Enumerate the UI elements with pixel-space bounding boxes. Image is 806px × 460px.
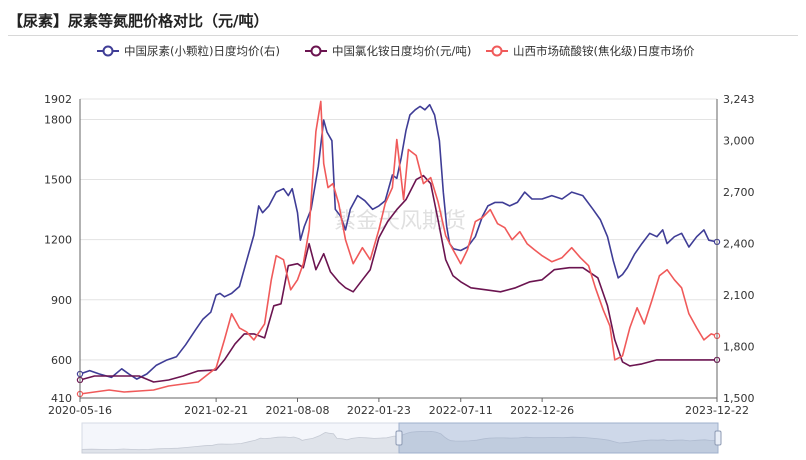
- x-tick-label: 2021-02-21: [184, 404, 248, 417]
- chart-title: 【尿素】尿素等氮肥价格对比（元/吨）: [8, 12, 269, 30]
- x-tick-label: 2022-07-11: [429, 404, 493, 417]
- grid-lines: [80, 98, 717, 399]
- legend-swatch-marker: [491, 45, 503, 57]
- legend-swatch-marker: [102, 45, 114, 57]
- y-left-tick-label: 900: [51, 294, 72, 307]
- x-tick-label: 2020-05-16: [48, 404, 112, 417]
- y-right-tick-label: 3,243: [723, 93, 755, 106]
- y-left-tick-label: 1500: [44, 174, 72, 187]
- legend-swatch-marker: [310, 45, 322, 57]
- zoom-handle[interactable]: [714, 430, 722, 446]
- y-right-tick-label: 2,700: [723, 186, 755, 199]
- x-tick-label: 2022-12-26: [510, 404, 574, 417]
- y-left-tick-label: 1200: [44, 234, 72, 247]
- y-left-tick-label: 410: [51, 392, 72, 405]
- legend[interactable]: 中国尿素(小颗粒)日度均价(右) 中国氯化铵日度均价(元/吨) 山西市场硫酸铵(焦化…: [97, 44, 695, 58]
- legend-item-1[interactable]: 中国氯化铵日度均价(元/吨): [305, 44, 471, 58]
- legend-label: 中国尿素(小颗粒)日度均价(右): [124, 44, 280, 58]
- axes: 410 600 900 1200 1500 1800 1902 1,500 1,800 2,100…: [44, 93, 755, 417]
- y-right-tick-label: 1,800: [723, 341, 755, 354]
- x-tick-label: 2022-01-23: [347, 404, 411, 417]
- zoom-selected-window[interactable]: [398, 422, 719, 454]
- legend-label: 山西市场硫酸铵(焦化级)日度市场价: [513, 44, 695, 58]
- x-tick-label: 2023-12-22: [685, 404, 749, 417]
- zoom-handle[interactable]: [395, 430, 403, 446]
- legend-item-0[interactable]: 中国尿素(小颗粒)日度均价(右): [97, 44, 280, 58]
- y-left-tick-label: 1902: [44, 93, 72, 106]
- title-divider: [8, 35, 798, 36]
- series-layer: [76, 100, 721, 398]
- datazoom-slider[interactable]: [81, 422, 722, 454]
- legend-label: 中国氯化铵日度均价(元/吨): [332, 44, 471, 58]
- y-right-tick-label: 2,100: [723, 289, 755, 302]
- y-right-tick-label: 3,000: [723, 135, 755, 148]
- series-line-2[interactable]: [79, 100, 718, 395]
- y-right-tick-label: 1,500: [723, 392, 755, 405]
- series-line-0[interactable]: [79, 103, 718, 380]
- x-tick-label: 2021-08-08: [266, 404, 330, 417]
- series-line-1[interactable]: [79, 174, 717, 383]
- y-left-tick-label: 1800: [44, 113, 72, 126]
- legend-item-2[interactable]: 山西市场硫酸铵(焦化级)日度市场价: [486, 44, 695, 58]
- y-right-tick-label: 2,400: [723, 238, 755, 251]
- y-left-tick-label: 600: [51, 354, 72, 367]
